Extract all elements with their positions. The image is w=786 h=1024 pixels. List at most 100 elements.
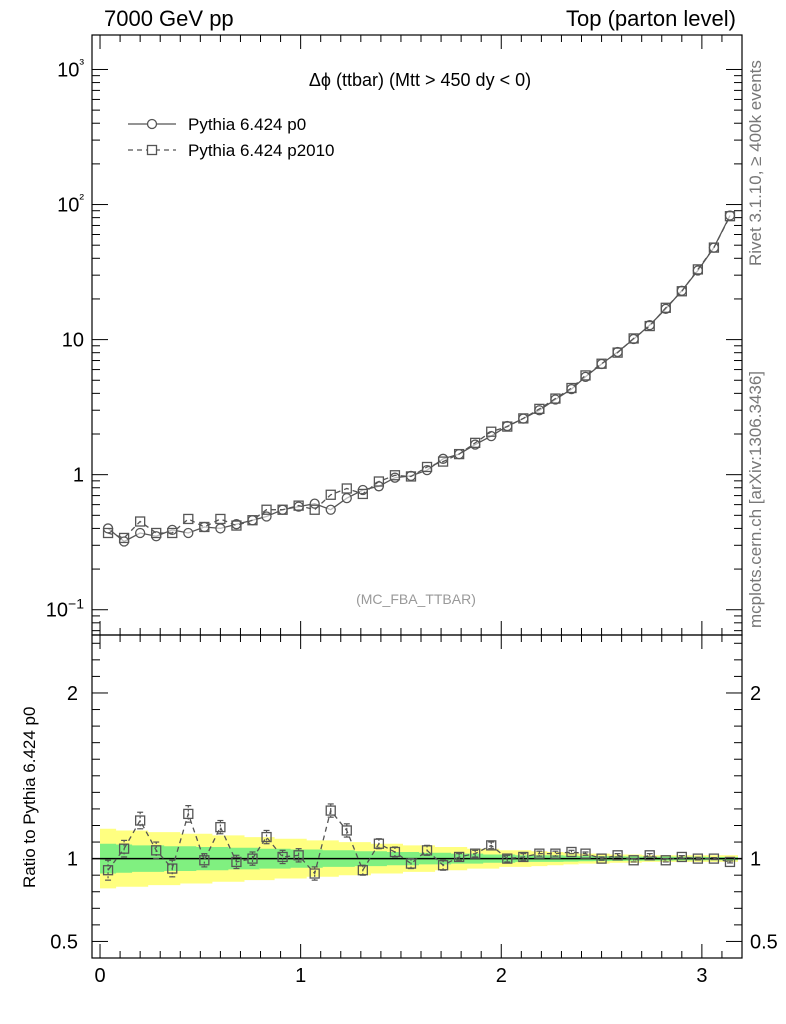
marker-square bbox=[183, 513, 194, 525]
marker-circle bbox=[134, 527, 146, 539]
ratio-y-tick-label: 0.5 bbox=[50, 931, 78, 953]
marker-square bbox=[118, 532, 130, 544]
marker-square bbox=[277, 504, 288, 515]
main-panel-series bbox=[102, 210, 736, 547]
marker-square bbox=[325, 489, 336, 500]
chart-title: Δϕ (ttbar) (Mtt > 450 dy < 0) bbox=[309, 70, 531, 90]
series-line-p2010 bbox=[107, 215, 731, 539]
ratio-marker-square bbox=[550, 848, 561, 859]
marker-square bbox=[421, 461, 433, 473]
legend-label: Pythia 6.424 p2010 bbox=[188, 141, 335, 160]
marker-square bbox=[486, 426, 497, 437]
ratio-y-tick-label-right: 2 bbox=[750, 683, 761, 705]
header-left: 7000 GeV pp bbox=[104, 6, 234, 31]
ratio-marker-square bbox=[566, 846, 577, 858]
ratio-marker-square bbox=[453, 851, 465, 863]
ratio-marker-square bbox=[309, 868, 320, 879]
legend-marker-square bbox=[146, 144, 158, 156]
marker-square bbox=[708, 242, 720, 253]
marker-square bbox=[167, 527, 178, 539]
ratio-marker-square bbox=[437, 860, 449, 871]
marker-square bbox=[231, 520, 242, 531]
marker-square bbox=[134, 516, 146, 527]
marker-square bbox=[676, 286, 687, 297]
marker-square bbox=[437, 456, 449, 467]
marker-square bbox=[215, 513, 226, 525]
marker-square bbox=[660, 302, 671, 313]
ratio-marker-square bbox=[134, 815, 146, 826]
marker-square bbox=[596, 358, 607, 369]
marker-square bbox=[724, 211, 736, 222]
ratio-marker-square bbox=[628, 855, 639, 866]
ratio-marker-square bbox=[502, 853, 513, 864]
marker-square bbox=[628, 333, 639, 344]
ratio-marker-square bbox=[421, 845, 433, 856]
ratio-marker-square bbox=[660, 855, 671, 866]
header-right: Top (parton level) bbox=[566, 6, 736, 31]
marker-square bbox=[261, 504, 272, 515]
ratio-marker-square bbox=[199, 855, 210, 866]
ratio-marker-square bbox=[231, 856, 242, 868]
marker-square bbox=[644, 320, 655, 332]
marker-square bbox=[373, 476, 385, 487]
marker-square bbox=[341, 483, 352, 494]
y-tick-label: 10−1 bbox=[46, 596, 84, 622]
ratio-panel-frame: 0 1 2 3 0.5 0.5 1 1 2 2 bbox=[50, 35, 778, 987]
marker-circle bbox=[183, 527, 194, 539]
ratio-y-tick-label-right: 1 bbox=[750, 849, 761, 871]
legend: Pythia 6.424 p0 Pythia 6.424 p2010 bbox=[128, 115, 335, 160]
ratio-marker-square bbox=[644, 850, 655, 861]
marker-square bbox=[102, 527, 114, 539]
y-tick-label: 10² bbox=[57, 191, 84, 217]
ratio-marker-square bbox=[261, 831, 272, 843]
ratio-marker-square bbox=[470, 848, 481, 859]
ratio-marker-square bbox=[486, 840, 497, 851]
ratio-marker-square bbox=[596, 853, 607, 864]
marker-circle bbox=[389, 472, 401, 483]
ratio-marker-square bbox=[247, 853, 258, 864]
ratio-marker-square bbox=[118, 843, 130, 854]
marker-square bbox=[293, 500, 304, 511]
ratio-panel-series bbox=[92, 803, 742, 881]
series-line-p0 bbox=[107, 215, 731, 543]
marker-square bbox=[470, 437, 481, 449]
marker-square bbox=[309, 504, 320, 515]
x-tick-label: 1 bbox=[295, 965, 306, 987]
ratio-marker-square bbox=[102, 865, 114, 876]
y-tick-label: 1 bbox=[73, 465, 84, 487]
marker-circle bbox=[341, 493, 352, 504]
marker-square bbox=[389, 470, 401, 481]
ratio-marker-square bbox=[389, 846, 401, 858]
rivet-label: Rivet 3.1.10, ≥ 400k events bbox=[746, 60, 765, 266]
marker-square bbox=[199, 521, 210, 533]
ratio-marker-square bbox=[534, 848, 545, 859]
marker-square bbox=[518, 413, 529, 424]
ratio-panel-border bbox=[91, 634, 743, 959]
y-tick-label: 10³ bbox=[57, 55, 84, 81]
marker-square bbox=[580, 370, 591, 381]
marker-square bbox=[692, 264, 704, 275]
ratio-marker-square bbox=[580, 848, 591, 859]
marker-square bbox=[612, 347, 623, 358]
ratio-marker-square bbox=[215, 821, 226, 833]
ratio-marker-square bbox=[692, 853, 704, 864]
ratio-marker-square bbox=[357, 865, 368, 876]
ratio-marker-square bbox=[612, 850, 623, 861]
main-panel-frame: 10−1 1 10 10² 10³ bbox=[46, 34, 743, 958]
ratio-marker-square bbox=[277, 851, 288, 863]
x-tick-label: 0 bbox=[94, 965, 105, 987]
marker-square bbox=[247, 515, 258, 526]
legend-label: Pythia 6.424 p0 bbox=[188, 115, 306, 134]
marker-circle bbox=[151, 531, 162, 542]
ratio-marker-square bbox=[167, 863, 178, 874]
marker-circle bbox=[325, 504, 336, 515]
ratio-y-tick-label-right: 0.5 bbox=[750, 931, 778, 953]
ratio-marker-square bbox=[325, 805, 336, 816]
legend-marker-circle bbox=[146, 118, 158, 130]
marker-circle bbox=[199, 521, 210, 533]
analysis-watermark: (MC_FBA_TTBAR) bbox=[356, 591, 476, 607]
marker-square bbox=[453, 448, 465, 460]
ratio-marker-square bbox=[724, 856, 736, 868]
ratio-marker-square bbox=[405, 858, 417, 869]
